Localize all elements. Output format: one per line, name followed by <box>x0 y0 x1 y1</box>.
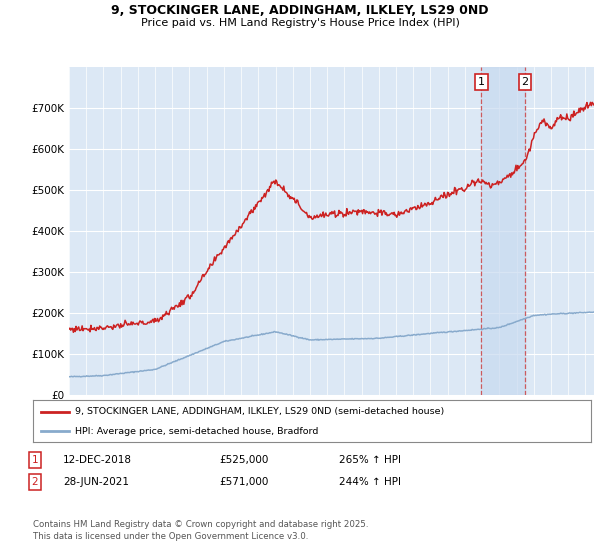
Text: £571,000: £571,000 <box>219 477 268 487</box>
Text: 28-JUN-2021: 28-JUN-2021 <box>63 477 129 487</box>
Bar <box>481 67 525 395</box>
Text: 1: 1 <box>31 455 38 465</box>
Text: 2: 2 <box>31 477 38 487</box>
Text: HPI: Average price, semi-detached house, Bradford: HPI: Average price, semi-detached house,… <box>75 427 318 436</box>
Text: Contains HM Land Registry data © Crown copyright and database right 2025.
This d: Contains HM Land Registry data © Crown c… <box>33 520 368 541</box>
Text: 265% ↑ HPI: 265% ↑ HPI <box>339 455 401 465</box>
Text: 244% ↑ HPI: 244% ↑ HPI <box>339 477 401 487</box>
Text: 9, STOCKINGER LANE, ADDINGHAM, ILKLEY, LS29 0ND (semi-detached house): 9, STOCKINGER LANE, ADDINGHAM, ILKLEY, L… <box>75 407 444 416</box>
Text: 9, STOCKINGER LANE, ADDINGHAM, ILKLEY, LS29 0ND: 9, STOCKINGER LANE, ADDINGHAM, ILKLEY, L… <box>111 4 489 17</box>
Text: 1: 1 <box>478 77 485 87</box>
Text: 2: 2 <box>521 77 529 87</box>
Text: 12-DEC-2018: 12-DEC-2018 <box>63 455 132 465</box>
Text: £525,000: £525,000 <box>219 455 268 465</box>
Text: Price paid vs. HM Land Registry's House Price Index (HPI): Price paid vs. HM Land Registry's House … <box>140 18 460 28</box>
